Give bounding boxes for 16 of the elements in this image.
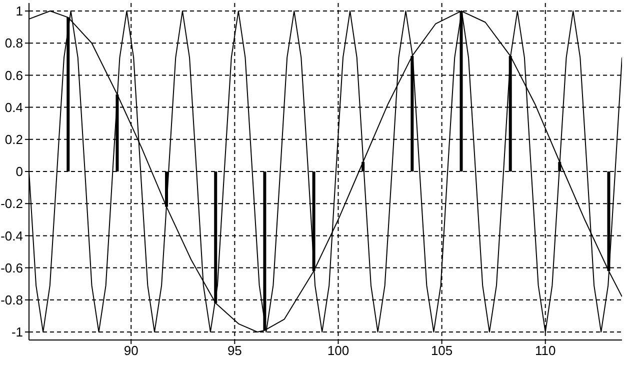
y-tick-label: -1 [11,324,23,340]
y-tick-label: 0.6 [4,68,23,83]
y-tick-label: -0.6 [0,260,23,276]
y-tick-label: 0.2 [4,132,23,148]
y-tick-label: 0.8 [4,36,23,51]
x-tick-label: 110 [534,343,556,358]
y-tick-label: -0.4 [0,228,23,244]
x-tick-label: 90 [124,343,138,358]
x-tick-label: 95 [227,343,242,358]
y-tick-label: 1 [16,4,23,19]
x-tick-label: 100 [327,343,350,358]
y-tick-label: 0 [16,164,23,180]
x-tick-label: 105 [430,343,453,358]
y-tick-label: -0.8 [0,292,23,308]
y-tick-label: 0.4 [4,100,23,115]
y-tick-label: -0.2 [0,196,23,212]
